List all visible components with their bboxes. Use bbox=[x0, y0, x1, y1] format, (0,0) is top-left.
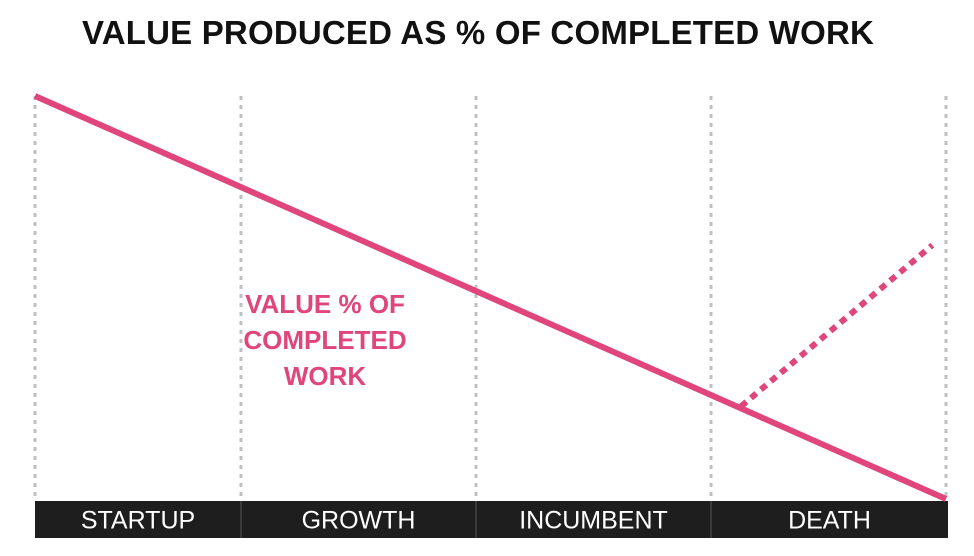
phase-label-startup: STARTUP bbox=[81, 507, 195, 535]
phase-bar-background bbox=[35, 501, 948, 538]
series-line-value bbox=[33, 93, 948, 502]
phase-label-growth: GROWTH bbox=[302, 507, 416, 535]
phase-bar: STARTUP GROWTH INCUMBENT DEATH bbox=[35, 501, 948, 538]
series-annotation-line-0: VALUE % OF bbox=[245, 289, 405, 319]
phase-label-incumbent: INCUMBENT bbox=[519, 507, 668, 535]
series-lines bbox=[33, 93, 948, 502]
grid-lines bbox=[33, 96, 948, 500]
chart-title: VALUE PRODUCED AS % OF COMPLETED WORK bbox=[81, 14, 875, 51]
series-annotation: VALUE % OF COMPLETED WORK bbox=[243, 289, 406, 391]
phase-label-death: DEATH bbox=[788, 507, 871, 535]
series-line-dotted bbox=[739, 242, 935, 409]
series-annotation-line-2: WORK bbox=[284, 361, 367, 391]
series-annotation-line-1: COMPLETED bbox=[243, 325, 406, 355]
